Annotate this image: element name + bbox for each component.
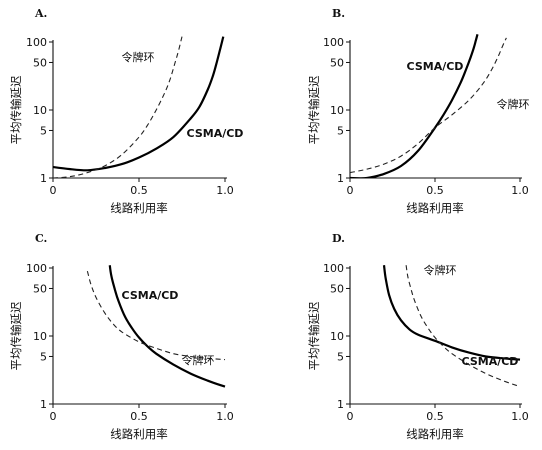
y-tick-label: 50	[33, 56, 47, 69]
series-label: 令牌环	[424, 263, 457, 277]
csma-cd-line	[108, 265, 226, 388]
y-axis-title: 平均传输延迟	[307, 75, 321, 144]
x-tick-label: 0.5	[426, 410, 444, 423]
series-label: CSMA/CD	[462, 355, 519, 368]
token-ring-line	[405, 265, 521, 388]
token-ring-line	[350, 37, 507, 174]
token-ring-line	[86, 270, 226, 361]
csma-cd-line	[53, 36, 225, 172]
y-tick-label: 100	[26, 36, 47, 49]
token-ring-line	[53, 36, 183, 178]
y-tick-label: 5	[40, 350, 47, 363]
series-label: CSMA/CD	[187, 127, 244, 140]
series-label: 令牌环	[182, 353, 215, 367]
x-tick-label: 0.5	[130, 184, 148, 197]
x-axis-title: 线路利用率	[110, 427, 168, 441]
x-axis-title: 线路利用率	[406, 427, 464, 441]
y-axis-title: 平均传输延迟	[9, 301, 23, 370]
csma-cd-line	[382, 265, 521, 361]
csma-cd-line	[350, 34, 479, 178]
x-tick-label: 0	[347, 184, 354, 197]
y-tick-label: 10	[33, 104, 47, 117]
series-label: CSMA/CD	[407, 60, 464, 73]
panel-letter: D.	[332, 232, 345, 245]
y-axis-title: 平均传输延迟	[307, 301, 321, 370]
y-tick-label: 1	[337, 172, 344, 185]
chart-panel: A. 1 5 10 50 100 0 0.5 1.0 线路利用率 平均传输延迟 令牌环 CSMA/CD	[9, 7, 243, 215]
x-tick-label: 0	[50, 410, 57, 423]
x-axis-title: 线路利用率	[406, 201, 464, 215]
x-tick-label: 1.0	[511, 410, 529, 423]
y-tick-label: 1	[337, 398, 344, 411]
x-tick-label: 0.5	[426, 184, 444, 197]
y-tick-label: 100	[323, 262, 344, 275]
axis-lines	[52, 266, 227, 405]
y-tick-label: 50	[330, 56, 344, 69]
y-tick-label: 100	[26, 262, 47, 275]
y-tick-label: 5	[337, 124, 344, 137]
x-tick-label: 0	[50, 184, 57, 197]
x-tick-label: 1.0	[216, 184, 234, 197]
axis-lines	[349, 266, 522, 405]
x-tick-label: 0	[347, 410, 354, 423]
x-tick-label: 0.5	[130, 410, 148, 423]
series-label: 令牌环	[122, 50, 155, 64]
panel-letter: B.	[332, 7, 345, 20]
panel-letter: C.	[35, 232, 47, 245]
y-tick-label: 1	[40, 172, 47, 185]
x-axis-title: 线路利用率	[110, 201, 168, 215]
chart-panel: D. 1 5 10 50 100 0 0.5 1.0 线路利用率 平均传输延迟 令牌环 CSMA/CD	[307, 232, 529, 441]
series-label: 令牌环	[497, 97, 530, 111]
x-tick-label: 1.0	[216, 410, 234, 423]
panel-letter: A.	[34, 7, 47, 20]
y-tick-label: 10	[33, 330, 47, 343]
y-tick-label: 5	[40, 124, 47, 137]
chart-panel: C. 1 5 10 50 100 0 0.5 1.0 线路利用率 平均传输延迟 CSMA/CD 令牌环	[9, 232, 234, 441]
y-tick-label: 10	[330, 104, 344, 117]
y-axis-title: 平均传输延迟	[9, 75, 23, 144]
series-label: CSMA/CD	[122, 289, 179, 302]
x-tick-label: 1.0	[511, 184, 529, 197]
y-tick-label: 5	[337, 350, 344, 363]
y-tick-label: 10	[330, 330, 344, 343]
y-tick-label: 50	[33, 282, 47, 295]
chart-panel: B. 1 5 10 50 100 0 0.5 1.0 线路利用率 平均传输延迟 CSMA/CD 令牌环	[307, 7, 530, 215]
y-tick-label: 50	[330, 282, 344, 295]
y-tick-label: 100	[323, 36, 344, 49]
y-tick-label: 1	[40, 398, 47, 411]
